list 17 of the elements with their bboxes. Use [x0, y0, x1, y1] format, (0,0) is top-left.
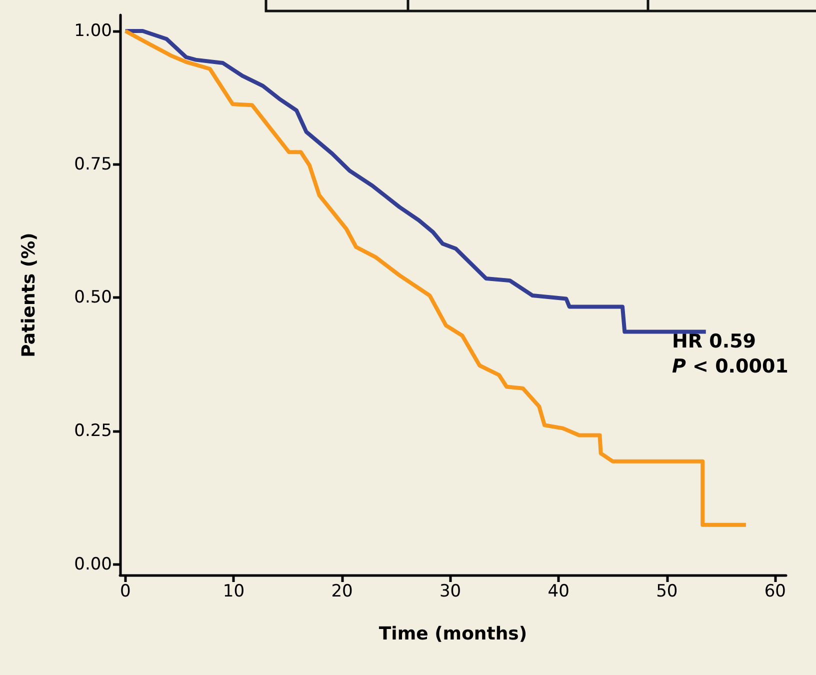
- annotation: HR 0.59: [672, 330, 756, 352]
- annotation: P < 0.0001: [672, 356, 788, 378]
- y-axis-title: Patients (%): [18, 232, 40, 358]
- x-tick-label: 50: [656, 582, 678, 602]
- y-tick-label: 0.00: [74, 554, 112, 574]
- line-series: [123, 29, 708, 334]
- x-axis-title: Time (months): [378, 624, 528, 644]
- x-tick-label: 30: [439, 582, 462, 602]
- x-tick-label: 20: [331, 582, 353, 602]
- x-tick-label: 10: [222, 582, 245, 602]
- y-tick-label: 0.25: [74, 421, 112, 441]
- y-tick-label: 0.75: [74, 154, 112, 174]
- y-tick-label: 0.50: [74, 288, 112, 308]
- y-tick-label: 1.00: [74, 21, 112, 41]
- x-tick-label: 40: [548, 582, 570, 602]
- x-tick-label: 60: [764, 582, 786, 602]
- x-tick-label: 0: [120, 582, 131, 602]
